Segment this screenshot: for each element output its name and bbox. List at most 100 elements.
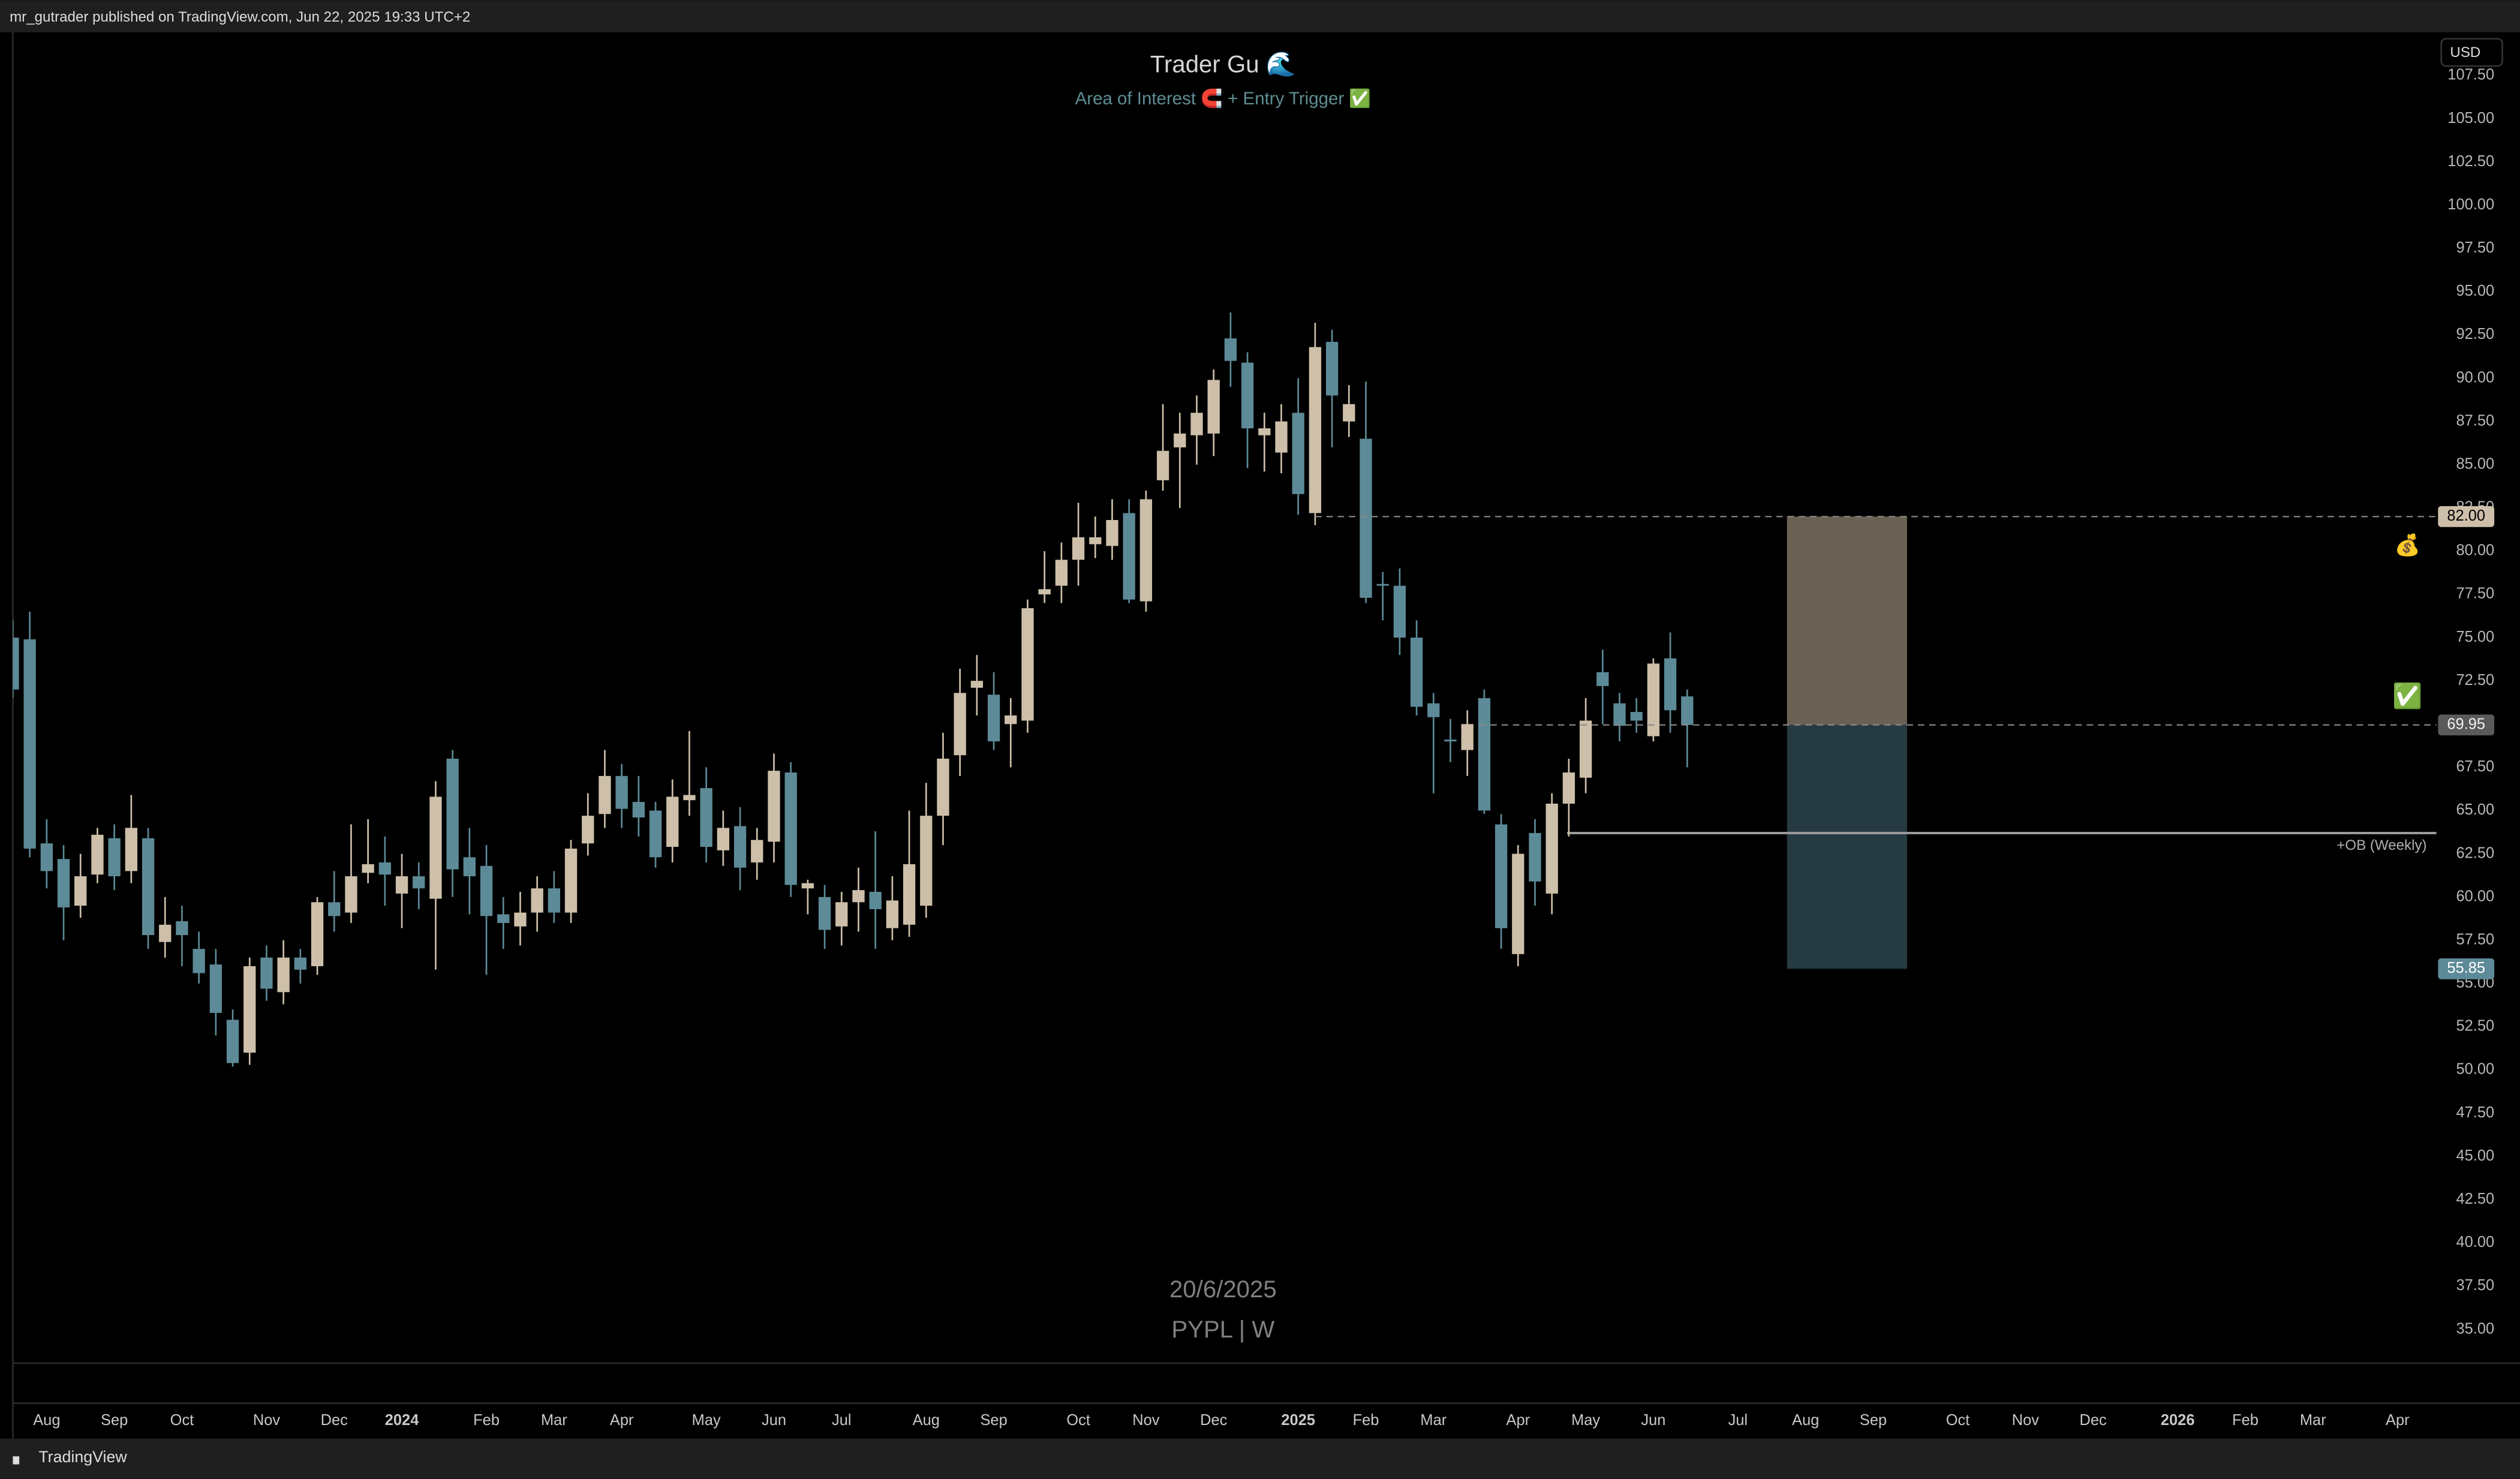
x-tick-label: Oct — [170, 1412, 194, 1429]
candle-body — [987, 695, 1000, 742]
chart-title: Trader Gu 🌊 — [1150, 50, 1296, 78]
plot — [13, 312, 2437, 1067]
y-tick-label: 47.50 — [2456, 1104, 2494, 1121]
candle-body — [378, 862, 392, 875]
x-tick-label: Nov — [253, 1412, 281, 1429]
candle-body — [277, 957, 290, 993]
y-tick-label: 100.00 — [2447, 196, 2494, 213]
candle-body — [818, 897, 831, 930]
candle-body — [835, 902, 848, 927]
x-tick-label: Sep — [101, 1412, 128, 1429]
y-tick-label: 107.50 — [2447, 67, 2494, 83]
candle-body — [1461, 724, 1473, 750]
candle-body — [582, 816, 594, 844]
candle-body — [1241, 362, 1254, 429]
candle-body — [13, 638, 19, 690]
y-tick-label: 52.50 — [2456, 1018, 2494, 1035]
x-tick-label: Oct — [1946, 1412, 1970, 1429]
y-tick-label: 50.00 — [2456, 1061, 2494, 1078]
candle-body — [1596, 672, 1609, 686]
candle-body — [784, 772, 797, 885]
candle-body — [1072, 537, 1085, 560]
x-tick-label: Sep — [1860, 1412, 1887, 1429]
currency[interactable]: USD — [2450, 44, 2480, 61]
y-tick-label: 37.50 — [2456, 1277, 2494, 1294]
candle-body — [1309, 347, 1322, 513]
watermark-date: 20/6/2025 — [1169, 1276, 1277, 1303]
price-label: 69.95 — [2447, 716, 2485, 732]
candle-body — [345, 876, 357, 913]
candle-body — [193, 949, 205, 973]
candle-body — [548, 888, 561, 913]
candle-body — [717, 828, 730, 850]
top-bar — [0, 0, 2520, 32]
candle-body — [362, 864, 374, 873]
currency-button[interactable] — [2440, 38, 2503, 67]
candle-body — [1579, 720, 1592, 778]
candle-body — [1224, 338, 1237, 361]
x-tick-label: May — [692, 1412, 721, 1429]
y-tick-label: 67.50 — [2456, 758, 2494, 775]
candle-body — [1038, 589, 1051, 595]
candle-body — [514, 912, 527, 927]
loss-zone — [1787, 725, 1907, 969]
x-tick-label: 2025 — [1281, 1412, 1315, 1429]
candle-body — [599, 775, 611, 814]
candle-body — [869, 892, 882, 909]
candle-body — [1444, 740, 1457, 742]
candle-body — [1545, 803, 1558, 894]
candle-body — [294, 957, 307, 970]
x-tick-label: 2024 — [385, 1412, 419, 1429]
candle-body — [1343, 404, 1355, 422]
candle-body — [1156, 450, 1169, 480]
x-tick-label: Feb — [473, 1412, 500, 1429]
candle-body — [40, 843, 53, 871]
candle-body — [937, 758, 949, 816]
candle-body — [564, 848, 578, 913]
candle-body — [632, 802, 645, 818]
y-tick-label: 72.50 — [2456, 672, 2494, 689]
x-tick-label: Nov — [2012, 1412, 2040, 1429]
y-tick-label: 65.00 — [2456, 801, 2494, 818]
x-tick-label: Apr — [1506, 1412, 1530, 1429]
candle-body — [57, 859, 70, 907]
candle-body — [125, 828, 137, 871]
bottom-bar — [0, 1438, 2520, 1479]
x-tick-label: Feb — [2232, 1412, 2259, 1429]
x-tick-label: Aug — [1792, 1412, 1819, 1429]
candle-body — [159, 924, 172, 942]
y-tick-label: 62.50 — [2456, 844, 2494, 861]
candle-body — [852, 890, 865, 903]
candle-body — [1207, 380, 1220, 434]
candle-body — [1123, 513, 1135, 600]
candle-body — [1005, 715, 1017, 725]
y-tick-label: 102.50 — [2447, 153, 2494, 170]
candle-body — [1427, 703, 1440, 717]
x-tick-label: Jun — [1641, 1412, 1665, 1429]
candle-body — [1562, 772, 1575, 804]
candle-body — [970, 681, 984, 688]
candle-body — [1613, 703, 1626, 726]
y-tick-label: 57.50 — [2456, 931, 2494, 948]
x-tick-label: Apr — [610, 1412, 634, 1429]
candle-body — [1630, 712, 1643, 721]
profit-zone — [1787, 516, 1907, 725]
candle-body — [1393, 585, 1406, 638]
x-tick-label: Oct — [1066, 1412, 1090, 1429]
candle-body — [768, 771, 780, 842]
y-tick-label: 85.00 — [2456, 455, 2494, 472]
candle-body — [260, 957, 273, 989]
y-tick-label: 40.00 — [2456, 1234, 2494, 1250]
candle-body — [1410, 638, 1423, 707]
candle-body — [1494, 824, 1508, 928]
candle-body — [413, 876, 425, 889]
candle-body — [142, 838, 155, 936]
candle-body — [954, 693, 966, 756]
candle-body — [1174, 433, 1186, 447]
x-tick-label: Jul — [832, 1412, 852, 1429]
candle-body — [497, 914, 510, 923]
y-tick-label: 75.00 — [2456, 629, 2494, 645]
